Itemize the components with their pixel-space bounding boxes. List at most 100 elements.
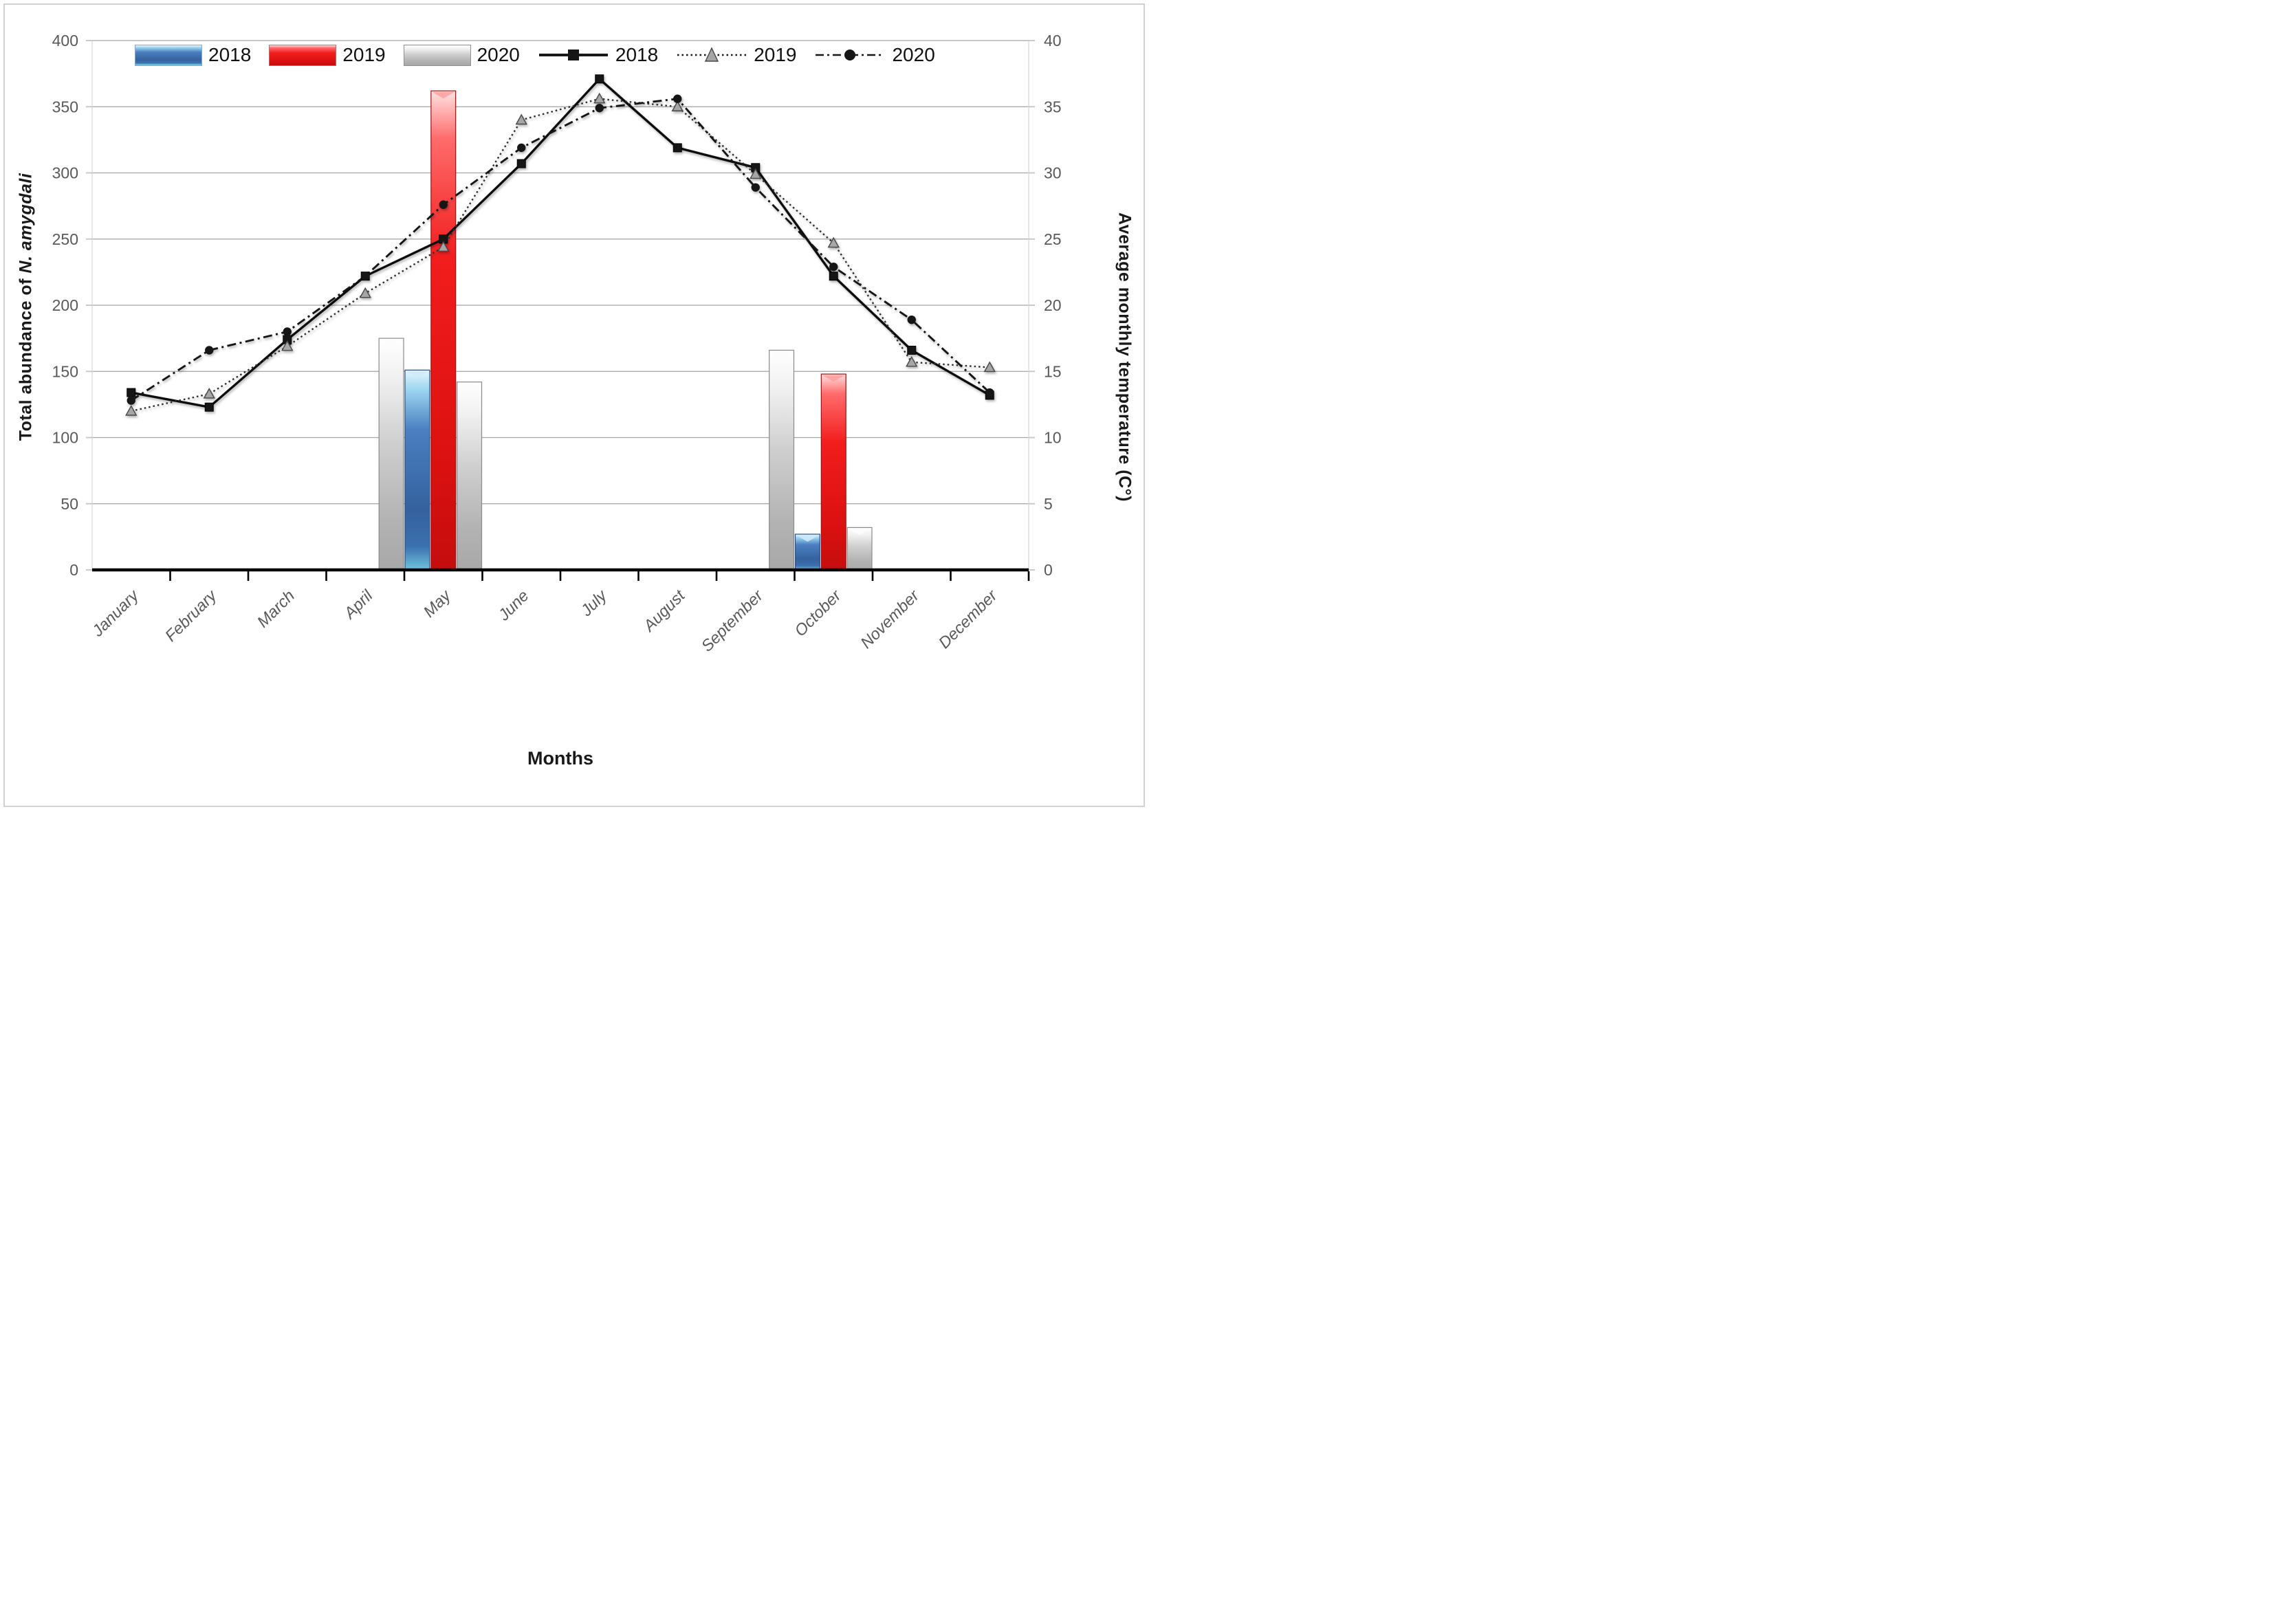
x-tick-label-january: January — [88, 586, 142, 640]
right-axis-title: Average monthly temperature (C°) — [1115, 212, 1135, 502]
legend-item-bar-2020: 2020 — [403, 44, 520, 66]
right-axis-label-0: 0 — [1044, 561, 1053, 579]
legend-label: 2018 — [615, 44, 659, 65]
marker-triangle-2019-may — [437, 241, 450, 252]
line-series-group — [125, 74, 996, 416]
bar-2020-april — [378, 338, 404, 571]
bar-gloss — [822, 375, 845, 382]
marker-square-2018-august — [673, 143, 682, 153]
marker-triangle-2019-april — [359, 287, 371, 298]
right-axis-label-35: 35 — [1044, 98, 1062, 115]
x-tick-label-april: April — [340, 586, 377, 624]
legend-bar-swatch-2019 — [269, 44, 337, 66]
marker-triangle-2019-february — [203, 388, 215, 399]
right-axis-label-30: 30 — [1044, 164, 1062, 182]
circle-marker-icon — [844, 49, 856, 60]
right-axis-label-10: 10 — [1044, 429, 1062, 447]
marker-square-2018-november — [907, 345, 917, 355]
left-axis-label-50: 50 — [61, 495, 78, 513]
x-tick-label-september: September — [698, 586, 767, 654]
legend-line-swatch-2018 — [538, 49, 608, 60]
bar-gloss — [796, 536, 819, 542]
x-tick-label-november: November — [857, 586, 923, 652]
marker-circle-2020-october — [829, 262, 838, 272]
triangle-marker-icon — [705, 47, 719, 62]
bar-gloss — [770, 351, 793, 358]
legend-label: 2019 — [342, 44, 386, 65]
square-marker-icon — [567, 49, 579, 60]
bar-2019-october — [820, 373, 846, 571]
right-axis-label-15: 15 — [1044, 362, 1062, 380]
marker-triangle-2019-september — [750, 168, 762, 179]
x-axis-title: Months — [527, 748, 593, 769]
legend-item-bar-2018: 2018 — [135, 44, 252, 66]
x-tick-label-october: October — [791, 586, 844, 639]
legend-line-swatch-2019 — [677, 47, 747, 62]
marker-square-2018-june — [516, 159, 526, 168]
legend-item-line-2018: 2018 — [538, 43, 658, 67]
marker-circle-2020-august — [673, 94, 682, 103]
marker-triangle-2019-december — [983, 361, 996, 373]
chart-figure: 0 50 100 150 200 250 300 350 400 0 5 10 15 20 25 30 35 40… — [0, 0, 1148, 810]
legend-label: 2020 — [477, 44, 520, 65]
bar-2020-may — [457, 382, 483, 571]
bar-2020-september — [769, 349, 795, 571]
marker-circle-2020-june — [517, 143, 526, 153]
marker-circle-2020-november — [907, 315, 916, 324]
legend-label: 2019 — [754, 44, 797, 65]
bar-gloss — [406, 371, 428, 378]
left-axis-label-150: 150 — [52, 362, 78, 380]
left-axis-label-100: 100 — [52, 429, 78, 447]
x-tick-label-december: December — [935, 586, 1001, 652]
left-axis-title: Total abundance of N. amygdali — [17, 135, 36, 479]
right-axis-label-40: 40 — [1044, 32, 1062, 49]
right-axis-label-5: 5 — [1044, 495, 1053, 513]
legend-line-swatch-2020 — [816, 49, 885, 60]
right-axis-label-20: 20 — [1044, 296, 1062, 314]
left-axis-label-350: 350 — [52, 98, 78, 115]
marker-triangle-2019-january — [125, 405, 138, 416]
marker-circle-2020-february — [205, 346, 214, 355]
x-tick-label-june: June — [494, 586, 532, 624]
marker-square-2018-july — [595, 74, 604, 84]
marker-square-2018-february — [204, 402, 214, 412]
left-axis-label-200: 200 — [52, 296, 78, 314]
marker-triangle-2019-march — [281, 340, 294, 351]
left-axis-label-400: 400 — [52, 32, 78, 49]
legend: 2018 2019 2020 2018 2019 2020 — [135, 41, 1015, 69]
marker-circle-2020-december — [985, 388, 994, 397]
bar-series-group — [378, 90, 873, 571]
marker-circle-2020-september — [751, 183, 760, 192]
bar-gloss — [432, 92, 455, 99]
legend-bar-swatch-2018 — [135, 44, 202, 66]
marker-circle-2020-march — [283, 327, 292, 336]
left-axis-title-text: Total abundance of — [16, 273, 36, 441]
marker-triangle-2019-july — [593, 92, 606, 104]
legend-item-line-2019: 2019 — [676, 43, 796, 67]
marker-square-2018-october — [829, 272, 838, 281]
marker-triangle-2019-november — [906, 355, 918, 367]
x-tick-label-march: March — [254, 586, 298, 631]
legend-item-bar-2019: 2019 — [269, 44, 386, 66]
marker-triangle-2019-october — [827, 236, 840, 248]
x-tick-label-august: August — [639, 586, 689, 636]
bar-gloss — [458, 383, 481, 390]
line-2020 — [130, 98, 991, 401]
legend-label: 2018 — [208, 44, 252, 65]
marker-circle-2020-july — [595, 103, 604, 113]
right-axis-label-25: 25 — [1044, 230, 1062, 248]
legend-bar-swatch-2020 — [403, 44, 471, 66]
x-tick-label-february: February — [162, 586, 221, 645]
legend-item-line-2020: 2020 — [814, 43, 935, 67]
marker-triangle-2019-june — [515, 113, 527, 125]
legend-label: 2020 — [892, 44, 935, 65]
left-axis-label-300: 300 — [52, 164, 78, 182]
combo-chart: 0 50 100 150 200 250 300 350 400 0 5 10 15 20 25 30 35 40… — [52, 32, 1062, 655]
marker-circle-2020-april — [361, 272, 370, 280]
bar-2018-may — [404, 369, 430, 571]
marker-square-2018-january — [127, 388, 136, 397]
bar-gloss — [849, 529, 871, 536]
line-2019 — [131, 98, 990, 412]
x-tick-label-july: July — [577, 586, 611, 620]
marker-circle-2020-may — [439, 200, 448, 209]
